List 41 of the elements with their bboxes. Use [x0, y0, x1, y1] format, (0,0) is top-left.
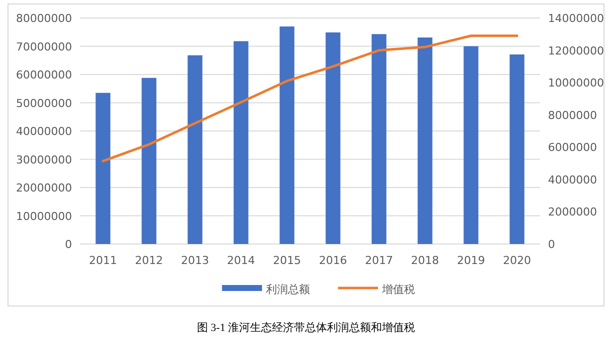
x-tick-label: 2018	[411, 254, 439, 267]
y2-tick-label: 4000000	[548, 173, 597, 186]
bar	[188, 55, 202, 244]
x-tick-label: 2013	[181, 254, 209, 267]
x-tick-label: 2019	[457, 254, 485, 267]
y-tick-label: 80000000	[16, 12, 72, 25]
y-tick-label: 70000000	[16, 40, 72, 54]
y2-tick-label: 6000000	[548, 141, 597, 154]
x-tick-label: 2020	[503, 254, 531, 267]
y2-tick-label: 8000000	[548, 108, 597, 122]
x-tick-label: 2015	[273, 254, 301, 267]
bar	[280, 26, 294, 244]
legend-label: 利润总额	[266, 283, 310, 296]
y2-tick-label: 14000000	[548, 12, 604, 25]
y2-tick-label: 2000000	[548, 206, 597, 219]
bar	[510, 54, 524, 244]
y2-tick-label: 10000000	[548, 76, 604, 90]
bar	[142, 78, 156, 244]
y2-tick-label: 0	[548, 238, 555, 251]
y-tick-label: 40000000	[16, 125, 72, 138]
x-tick-label: 2014	[227, 254, 255, 267]
bar	[464, 46, 478, 244]
x-tick-label: 2011	[89, 254, 117, 267]
bar	[372, 34, 386, 244]
y-tick-label: 30000000	[16, 153, 72, 166]
x-tick-label: 2016	[319, 254, 347, 267]
y-tick-label: 10000000	[16, 210, 72, 223]
line-series	[102, 34, 518, 162]
y-tick-label: 60000000	[16, 68, 72, 82]
bar	[326, 32, 340, 244]
y2-tick-label: 12000000	[548, 44, 604, 58]
y-tick-label: 20000000	[16, 182, 72, 194]
x-tick-label: 2012	[135, 254, 163, 267]
y-tick-label: 0	[65, 238, 72, 251]
y-tick-label: 50000000	[16, 96, 72, 110]
bar	[96, 92, 110, 244]
bar	[418, 37, 432, 244]
x-tick-label: 2017	[365, 254, 393, 267]
legend-label: 增值税	[381, 283, 415, 296]
bar	[234, 41, 248, 244]
caption: 图 3-1 淮河生态经济带总体利润总额和增值税	[196, 321, 416, 334]
